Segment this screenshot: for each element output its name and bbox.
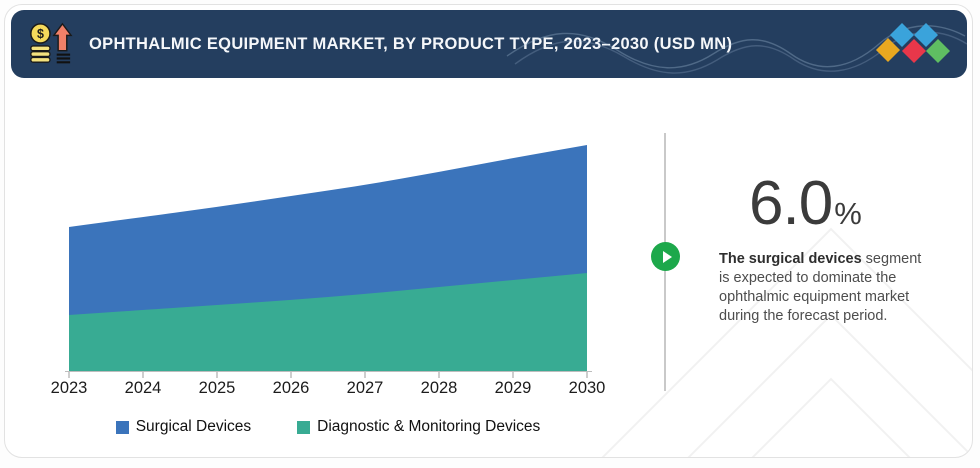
play-triangle-icon	[662, 250, 672, 263]
x-axis-label: 2025	[198, 379, 236, 397]
x-axis-label: 2024	[124, 379, 162, 397]
percent-sign: %	[834, 196, 862, 231]
stacked-area-chart	[65, 145, 592, 378]
callout-text-bold: The surgical devices	[719, 251, 862, 267]
page-title: OPHTHALMIC EQUIPMENT MARKET, BY PRODUCT …	[89, 34, 733, 53]
legend-swatch	[115, 420, 129, 434]
callout-text: The surgical devices segment is expected…	[719, 250, 925, 326]
infographic-card: $ OPHTHALMIC EQUIPMENT MARKET, BY PRODUC…	[4, 4, 973, 458]
legend-label: Diagnostic & Monitoring Devices	[317, 418, 541, 435]
x-axis-label: 2029	[494, 379, 532, 397]
svg-text:$: $	[37, 27, 44, 41]
x-axis-label: 2027	[346, 379, 384, 397]
callout-text-rest: segment is expected to dominate the opht…	[719, 251, 922, 324]
money-growth-icon: $	[30, 22, 73, 64]
legend: Surgical Devices Diagnostic & Monitoring …	[69, 418, 587, 436]
cagr-value: 6.0%	[749, 173, 862, 235]
play-icon	[651, 242, 680, 271]
x-axis-label: 2030	[568, 379, 606, 397]
cagr-number: 6.0	[749, 169, 833, 238]
legend-label: Surgical Devices	[135, 418, 252, 435]
legend-item: Diagnostic & Monitoring Devices	[297, 418, 540, 436]
legend-item: Surgical Devices	[115, 418, 252, 436]
x-axis-label: 2026	[272, 379, 310, 397]
x-axis-label: 2023	[50, 379, 88, 397]
x-axis-label: 2028	[420, 379, 458, 397]
legend-swatch	[297, 420, 311, 434]
